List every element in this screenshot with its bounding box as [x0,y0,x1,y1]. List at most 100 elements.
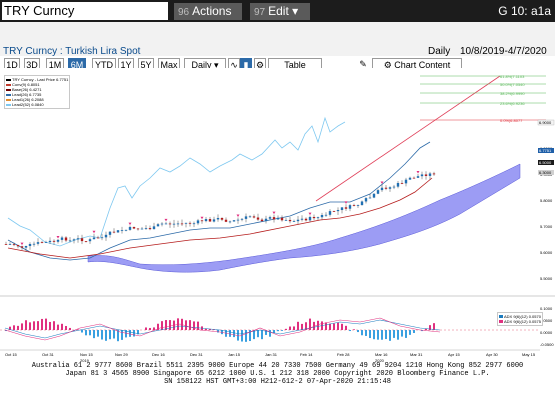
legend-value: 6.0840 [31,102,44,107]
signal-marker [380,181,384,184]
candle [244,216,248,219]
price-tag [538,148,554,153]
legend-item: Lead(26) 6.7735 [6,92,68,97]
candle [64,237,68,241]
legend-value: 6.4271 [29,87,42,92]
candle [80,238,84,242]
macd-bar [293,326,295,330]
candle [372,193,376,198]
signal-marker [344,201,348,204]
fib-label: 0.0%|6.8077 [500,118,523,123]
macd-bar [409,330,411,335]
macd-bar [433,323,435,330]
macd-bar [241,330,243,342]
legend-swatch [6,78,11,81]
candle [340,207,344,211]
macd-bar [361,330,363,336]
legend-item: Lead1(26) 6.2088 [6,97,68,102]
signal-marker [164,218,168,222]
candle [352,205,356,206]
macd-bar [277,330,279,332]
security-field[interactable]: TRY Curncy [2,2,168,20]
legend-value: 6.8051 [27,82,40,87]
candle [308,216,312,221]
candle [200,220,204,222]
macd-bar [229,330,231,337]
footer-line: SN 158122 HST GMT+3:00 H212-612-2 07-Apr… [164,378,391,386]
footer-line: Japan 81 3 4565 8900 Singapore 65 6212 1… [65,370,490,378]
candle [124,229,128,231]
macd-bar [105,330,107,341]
candle [336,210,340,212]
candle [388,187,392,189]
price-tag-text: 6.7751 [539,148,552,153]
x-axis-label: Dec 31 [190,352,203,357]
legend-label: Lead(26) [12,92,29,97]
candle [12,244,16,246]
ichimoku-cloud [87,163,521,273]
candle [184,222,188,224]
actions-menu-label: Actions [192,4,232,18]
candle [24,245,28,248]
macd-bar [261,330,263,340]
candle [104,234,108,238]
candle [416,176,420,178]
macd-bar [53,321,55,330]
candle [152,226,156,230]
macd-bar [81,330,83,333]
macd-bar [89,330,91,336]
macd-bar [17,325,19,330]
macd-axis-label: 0.0500 [540,318,553,323]
candle [60,237,64,240]
price-chart[interactable]: 0.0%|6.8077 23.6%|6.9236 38.2%|6.9990 50… [0,68,555,368]
x-axis-label: Jan 31 [265,352,278,357]
macd-bar [249,330,251,342]
legend-item: Base(26) 6.4271 [6,87,68,92]
candle [40,242,44,243]
candle [324,214,328,216]
chart-legend: TRY Curncy - Last Price 6.7751 Conv(9) 6… [4,75,70,109]
candle [292,221,296,222]
candle [204,219,208,222]
macd-bar [401,330,403,337]
y-axis-label: 5.8000 [540,198,553,203]
macd-bar [125,330,127,338]
candle [228,221,232,223]
legend-swatch [6,83,11,86]
macd-bar [49,321,51,330]
chart-title: TRY Curncy : Turkish Lira Spot [3,46,141,57]
macd-bar [37,321,39,330]
candle [88,239,92,242]
edit-menu-label: Edit [268,4,289,18]
candle [168,223,172,225]
macd-bar [297,321,299,330]
macd-axis-label: 0.0000 [540,330,553,335]
macd-bar [393,330,395,338]
macd-bar [309,318,311,330]
legend-swatch [6,103,11,106]
macd-bar [137,330,139,335]
macd-bar [109,330,111,340]
legend-label: Lead2(52) [12,102,31,107]
price-tag [538,170,554,175]
macd-legend-item: ADX 9(6)(12) 0.0570 [499,314,541,319]
candle [236,219,240,221]
candle [316,217,320,219]
candle [288,219,292,222]
macd-bar [381,330,383,340]
candle [36,242,40,244]
legend-label: TRY Curncy - Last Price [12,77,55,82]
candle [116,230,120,233]
macd-bar [57,324,59,330]
x-axis-label: Mar 16 [375,352,388,357]
edit-menu-button[interactable]: 97 Edit ▾ [250,3,310,20]
candle [376,190,380,194]
footer: Australia 61 2 9777 8600 Brazil 5511 239… [0,362,555,386]
pencil-icon[interactable]: ✎ [359,59,367,69]
candle [128,227,132,230]
macd-legend: ADX 9(6)(12) 0.0570 ADX 9(6)(12) 0.0575 [497,312,543,326]
candle [428,173,432,176]
macd-bar [341,323,343,330]
candle [400,182,404,184]
